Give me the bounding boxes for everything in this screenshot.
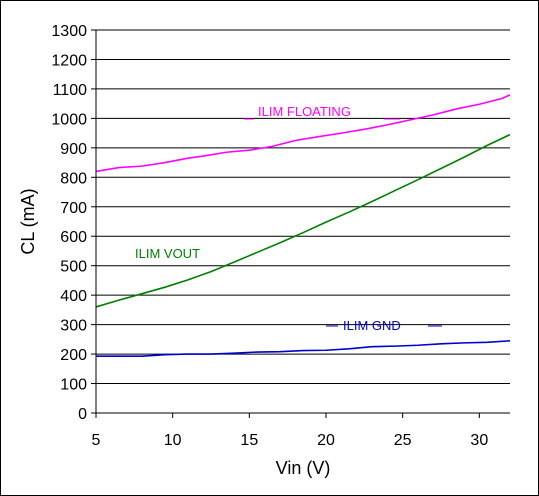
y-tick-label: 100 (60, 377, 87, 394)
x-tick-label: 20 (317, 432, 335, 449)
series-line-2 (96, 340, 511, 357)
series-label-ilim-vout: ILIM VOUT (135, 246, 200, 261)
y-tick-label: 800 (60, 170, 87, 187)
y-tick-label: 500 (60, 259, 87, 276)
y-tick-label: 1000 (51, 111, 87, 128)
series-layer (95, 94, 511, 357)
y-tick-label: 300 (60, 318, 87, 335)
series-line-1 (95, 133, 511, 308)
y-axis-ticks: 0 100 200 300 400 500 600 700 800 900 1000 1100 1200… (51, 23, 96, 423)
series-label-ilim-floating: ILIM FLOATING (244, 104, 400, 120)
y-tick-label: 1300 (51, 23, 87, 40)
series-label-text: ILIM GND (343, 318, 401, 333)
y-tick-label: 400 (60, 288, 87, 305)
series-label-text: ILIM VOUT (135, 246, 200, 261)
series-label-ilim-gnd: ILIM GND (326, 318, 442, 333)
x-tick-label: 30 (470, 432, 488, 449)
y-tick-label: 700 (60, 200, 87, 217)
x-axis-title: Vin (V) (276, 458, 331, 478)
y-tick-label: 200 (60, 347, 87, 364)
y-tick-label: 0 (78, 406, 87, 423)
y-axis-title: CL (mA) (18, 188, 38, 254)
series-line-0 (95, 94, 511, 173)
x-tick-label: 5 (92, 432, 101, 449)
y-tick-label: 600 (60, 229, 87, 246)
y-tick-label: 1100 (53, 82, 88, 99)
series-label-text: ILIM FLOATING (258, 104, 351, 119)
x-axis-ticks: 5 10 15 20 25 30 (92, 413, 488, 449)
y-tick-label: 1200 (51, 52, 87, 69)
x-tick-label: 25 (394, 432, 412, 449)
x-tick-label: 15 (240, 432, 258, 449)
x-tick-label: 10 (164, 432, 182, 449)
y-tick-label: 900 (60, 141, 87, 158)
